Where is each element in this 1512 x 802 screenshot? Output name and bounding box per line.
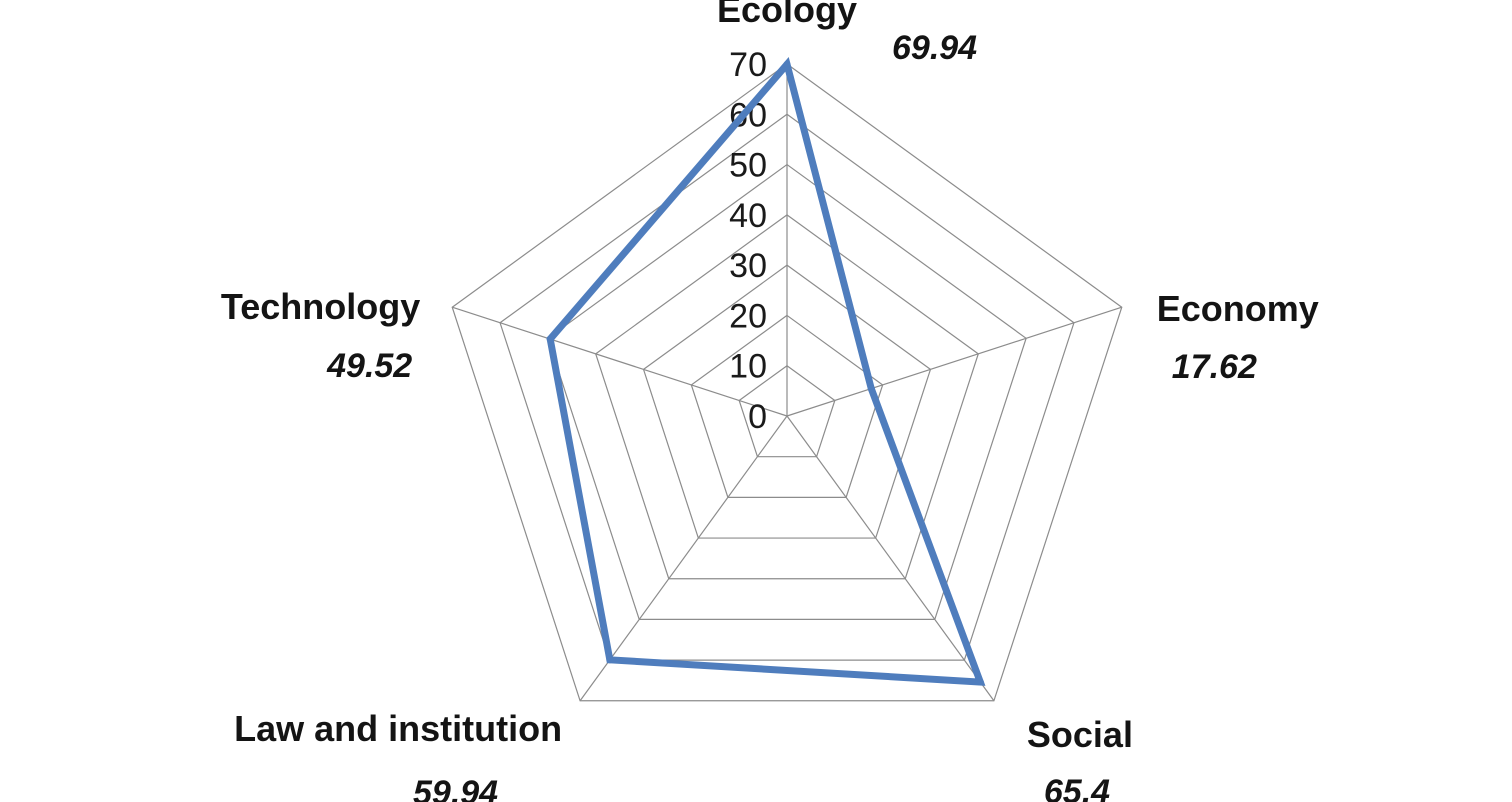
category-labels: Ecology Economy Social Law and institution T…: [221, 0, 1319, 755]
radar-spokes: [452, 64, 1122, 702]
spoke-3: [579, 415, 788, 702]
value-label: 65.4: [1044, 773, 1110, 802]
data-point: [606, 656, 614, 664]
data-point: [867, 385, 875, 393]
value-label: 17.62: [1172, 348, 1257, 386]
grid-ring-3: [642, 264, 932, 539]
grid-ring-4: [594, 214, 980, 580]
tick-label: 50: [729, 147, 767, 185]
category-label: Economy: [1157, 288, 1319, 329]
value-label: 49.52: [326, 347, 412, 385]
grid-ring-7: [451, 63, 1123, 702]
radar-series: [546, 56, 986, 686]
tick-label: 30: [729, 247, 767, 285]
value-label: 59.94: [413, 774, 498, 802]
category-label: Social: [1027, 714, 1133, 755]
category-label: Law and institution: [234, 708, 562, 749]
grid-ring-5: [547, 163, 1027, 621]
tick-label: 0: [748, 398, 767, 436]
spoke-2: [786, 415, 995, 702]
value-label: 69.94: [892, 29, 977, 67]
category-label: Ecology: [717, 0, 857, 30]
category-label: Technology: [221, 286, 420, 327]
spoke-1: [786, 306, 1122, 417]
data-point: [546, 335, 554, 343]
series-line-0: [546, 56, 986, 686]
tick-label: 70: [729, 46, 767, 84]
value-labels: 69.94 17.62 65.4 59.94 49.52: [326, 29, 1257, 802]
tick-label: 10: [729, 348, 767, 386]
data-point: [783, 60, 791, 68]
tick-label: 20: [729, 297, 767, 335]
tick-label: 40: [729, 197, 767, 235]
grid-ring-1: [738, 364, 836, 458]
spoke-4: [452, 306, 788, 417]
grid-ring-6: [499, 113, 1075, 661]
data-point: [976, 678, 984, 686]
